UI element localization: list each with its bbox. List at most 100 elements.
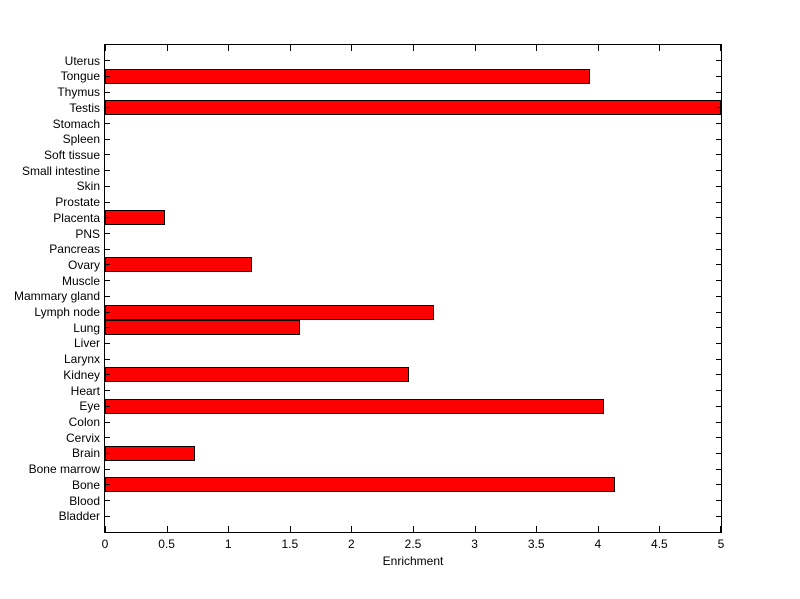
y-tick (105, 452, 110, 454)
x-tick-label: 5 (717, 537, 725, 551)
y-tick (716, 484, 721, 486)
x-axis-title: Enrichment (382, 554, 444, 568)
y-tick (716, 248, 721, 250)
x-tick (351, 526, 353, 532)
y-tick (105, 154, 110, 156)
y-tick (105, 405, 110, 407)
x-tick (597, 45, 599, 51)
x-tick (105, 45, 106, 51)
x-tick (351, 45, 353, 51)
y-tick (105, 201, 110, 203)
y-tick (105, 327, 110, 329)
y-tick-label: Heart (70, 383, 100, 398)
y-tick (716, 421, 721, 423)
y-tick (105, 421, 110, 423)
y-tick (716, 201, 721, 203)
y-tick (716, 91, 721, 93)
plot-area (104, 44, 722, 533)
y-tick-label: Lung (73, 320, 100, 335)
y-tick (716, 170, 721, 172)
bar-placenta (105, 210, 166, 226)
y-tick-label: Kidney (63, 367, 100, 382)
y-tick (105, 138, 110, 140)
y-tick (716, 185, 721, 187)
bar-tongue (105, 68, 591, 84)
y-tick-label: Placenta (53, 210, 100, 225)
y-tick-label: Brain (71, 446, 100, 461)
y-tick (716, 437, 721, 439)
y-tick-label: Prostate (55, 195, 100, 210)
y-tick (716, 280, 721, 282)
y-tick (105, 468, 110, 470)
y-tick-label: Ovary (67, 257, 100, 272)
y-tick (716, 295, 721, 297)
y-tick (105, 342, 110, 344)
y-tick-label: Testis (69, 100, 100, 115)
bar-kidney (105, 367, 410, 383)
y-tick-label: Uterus (64, 53, 100, 68)
x-tick (228, 45, 230, 51)
y-tick-label: Lymph node (34, 305, 100, 320)
y-tick (105, 311, 110, 313)
x-tick (720, 526, 721, 532)
y-tick (105, 484, 110, 486)
y-tick (105, 248, 110, 250)
y-tick (716, 342, 721, 344)
y-tick (105, 170, 110, 172)
y-tick (716, 358, 721, 360)
x-tick (474, 45, 476, 51)
y-tick-label: Liver (73, 336, 100, 351)
y-tick-label: Larynx (63, 352, 100, 367)
y-tick (105, 295, 110, 297)
y-tick (105, 264, 110, 266)
y-tick-label: Small intestine (21, 163, 100, 178)
x-tick-label: 4.5 (651, 537, 668, 551)
y-tick (716, 327, 721, 329)
x-tick (166, 45, 168, 51)
y-tick (105, 91, 110, 93)
x-tick (105, 526, 106, 532)
y-tick-label: Bone (71, 477, 100, 492)
y-tick-label: Thymus (57, 85, 100, 100)
bar-testis (105, 100, 721, 116)
x-tick-label: 0.5 (158, 537, 175, 551)
y-tick (105, 515, 110, 517)
y-tick (716, 233, 721, 235)
x-tick-label: 1.5 (281, 537, 299, 551)
y-tick (716, 468, 721, 470)
y-tick (716, 123, 721, 125)
y-tick-label: Pancreas (49, 242, 100, 257)
x-tick (720, 45, 721, 51)
x-tick (474, 526, 476, 532)
y-tick-label: Mammary gland (13, 289, 100, 304)
y-tick-label: PNS (75, 226, 100, 241)
x-tick (289, 526, 291, 532)
x-tick-label: 3 (471, 537, 478, 551)
x-tick (413, 526, 414, 532)
y-tick-label: Stomach (52, 116, 100, 131)
x-tick-label: 0 (101, 537, 109, 551)
y-tick-label: Spleen (62, 132, 100, 147)
x-tick-label: 2.5 (404, 537, 422, 551)
y-tick (105, 390, 110, 392)
y-tick (716, 311, 721, 313)
x-tick (659, 45, 661, 51)
x-tick (228, 526, 230, 532)
y-tick (105, 123, 110, 125)
y-tick (105, 437, 110, 439)
bar-eye (105, 398, 604, 414)
y-tick (105, 60, 110, 62)
x-tick (659, 526, 661, 532)
y-tick (716, 452, 721, 454)
x-tick-label: 3.5 (527, 537, 545, 551)
y-tick (716, 75, 721, 77)
x-tick (413, 45, 414, 51)
y-tick (105, 75, 110, 77)
y-tick (716, 515, 721, 517)
x-tick (289, 45, 291, 51)
y-tick (716, 154, 721, 156)
y-tick (716, 60, 721, 62)
y-tick (716, 374, 721, 376)
bar-lung (105, 320, 300, 336)
y-tick (105, 374, 110, 376)
